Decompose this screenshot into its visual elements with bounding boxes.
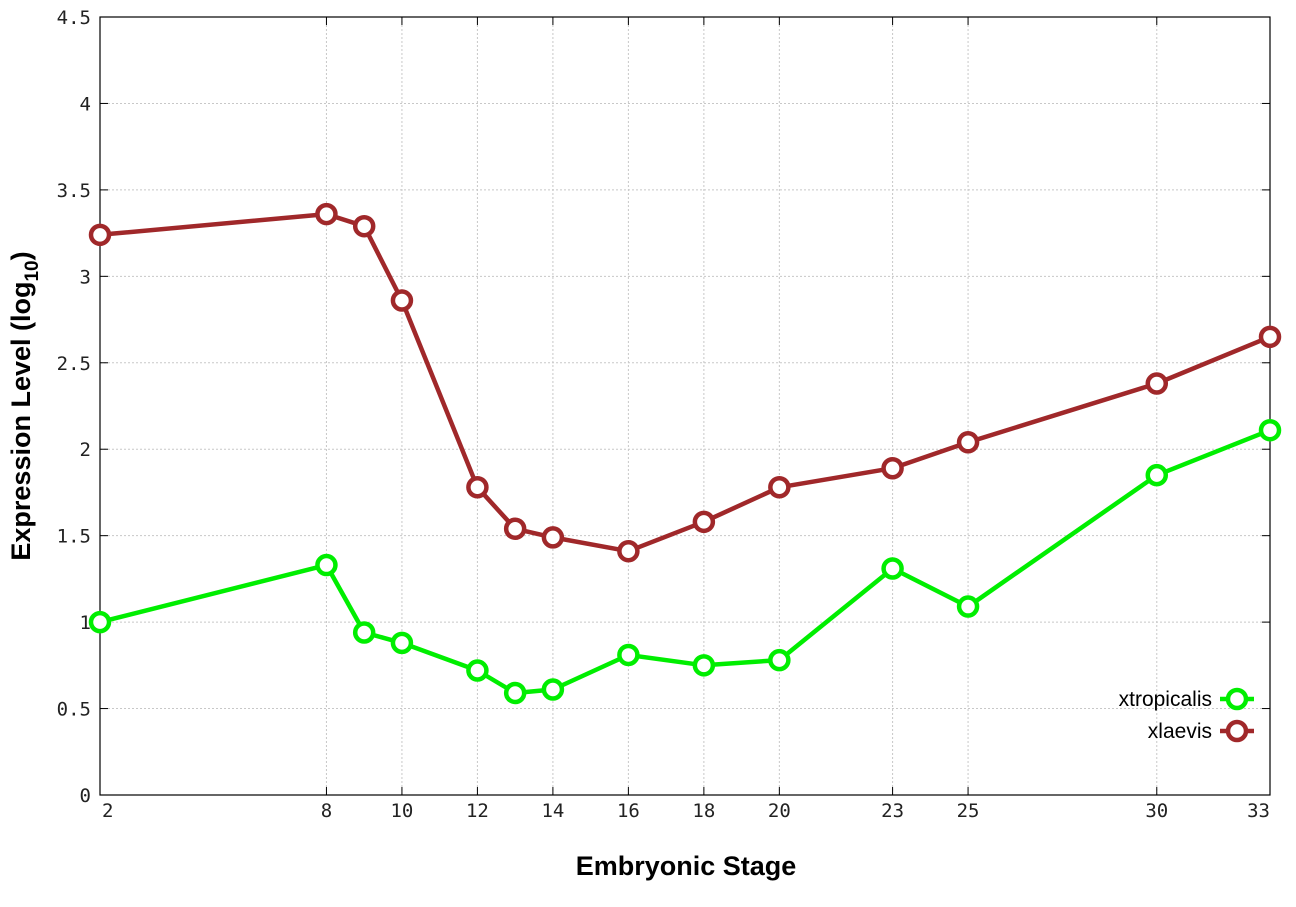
data-point <box>1145 463 1169 487</box>
data-point <box>541 678 565 701</box>
data-point <box>617 539 640 563</box>
x-tick-label: 20 <box>768 800 791 822</box>
series-group <box>88 202 1282 705</box>
legend-entry: xtropicalis <box>1119 687 1254 711</box>
x-tick-label: 2 <box>102 800 113 822</box>
axis-ticks: 0 0.5 1 1.5 2 2.5 3 3.5 4 4.5 2 8 10 12 14 16 18 20 23 25 30… <box>57 7 1271 822</box>
data-point <box>466 476 489 499</box>
x-tick-label: 33 <box>1247 800 1270 822</box>
x-tick-label: 16 <box>617 800 640 822</box>
legend-swatch-marker <box>1225 719 1249 743</box>
data-point <box>956 595 980 618</box>
y-tick-label: 2 <box>80 439 91 461</box>
x-tick-label: 14 <box>541 800 564 822</box>
data-point <box>503 681 527 705</box>
data-point <box>315 202 338 226</box>
data-point <box>881 456 904 480</box>
y-axis-title: Expression Level (log10) <box>6 251 43 560</box>
data-point <box>956 431 980 454</box>
data-point <box>617 643 640 667</box>
data-point <box>541 526 565 549</box>
data-point <box>1258 418 1282 442</box>
x-tick-label: 23 <box>881 800 904 822</box>
y-tick-label: 0.5 <box>57 699 91 721</box>
legend-label: xlaevis <box>1148 720 1212 743</box>
data-point <box>352 621 376 644</box>
y-axis-title-main: Expression Level (log <box>6 282 36 561</box>
plot-frame <box>99 16 1271 796</box>
series-xlaevis <box>88 202 1282 563</box>
series-xtropicalis <box>88 418 1282 705</box>
y-tick-label: 4 <box>80 93 91 115</box>
legend-swatch-marker <box>1225 687 1249 711</box>
data-point <box>768 648 791 672</box>
data-point <box>768 476 791 499</box>
x-tick-label: 8 <box>321 800 332 822</box>
legend: xtropicalis xlaevis <box>1119 687 1254 743</box>
legend-entry: xlaevis <box>1148 719 1254 743</box>
data-point <box>352 214 376 238</box>
x-tick-label: 12 <box>466 800 489 822</box>
data-point <box>390 289 414 312</box>
legend-label: xtropicalis <box>1119 688 1212 711</box>
y-tick-label: 4.5 <box>57 7 91 29</box>
y-axis-title-subscript: 10 <box>22 260 43 281</box>
series-line <box>99 211 1271 554</box>
y-tick-label: 3 <box>80 266 91 288</box>
data-point <box>88 610 112 634</box>
data-point <box>466 659 489 682</box>
grid <box>100 17 1270 795</box>
data-point <box>390 631 414 655</box>
data-point <box>1145 372 1169 395</box>
x-tick-label: 18 <box>692 800 715 822</box>
x-axis-title: Embryonic Stage <box>576 851 797 881</box>
y-tick-label: 3.5 <box>57 180 91 202</box>
x-tick-label: 30 <box>1145 800 1168 822</box>
y-tick-label: 1 <box>80 612 91 634</box>
x-tick-label: 25 <box>957 800 980 822</box>
y-tick-label: 2.5 <box>57 353 91 375</box>
x-tick-label: 10 <box>390 800 413 822</box>
data-point <box>315 553 338 577</box>
data-point <box>692 510 716 534</box>
data-point <box>503 517 527 541</box>
series-line <box>99 428 1271 696</box>
y-tick-label: 1.5 <box>57 526 91 548</box>
data-point <box>692 654 716 677</box>
data-point <box>1258 325 1282 349</box>
data-point <box>881 557 904 580</box>
data-point <box>88 223 112 247</box>
y-tick-label: 0 <box>80 785 91 807</box>
y-axis-title-suffix: ) <box>6 251 36 260</box>
